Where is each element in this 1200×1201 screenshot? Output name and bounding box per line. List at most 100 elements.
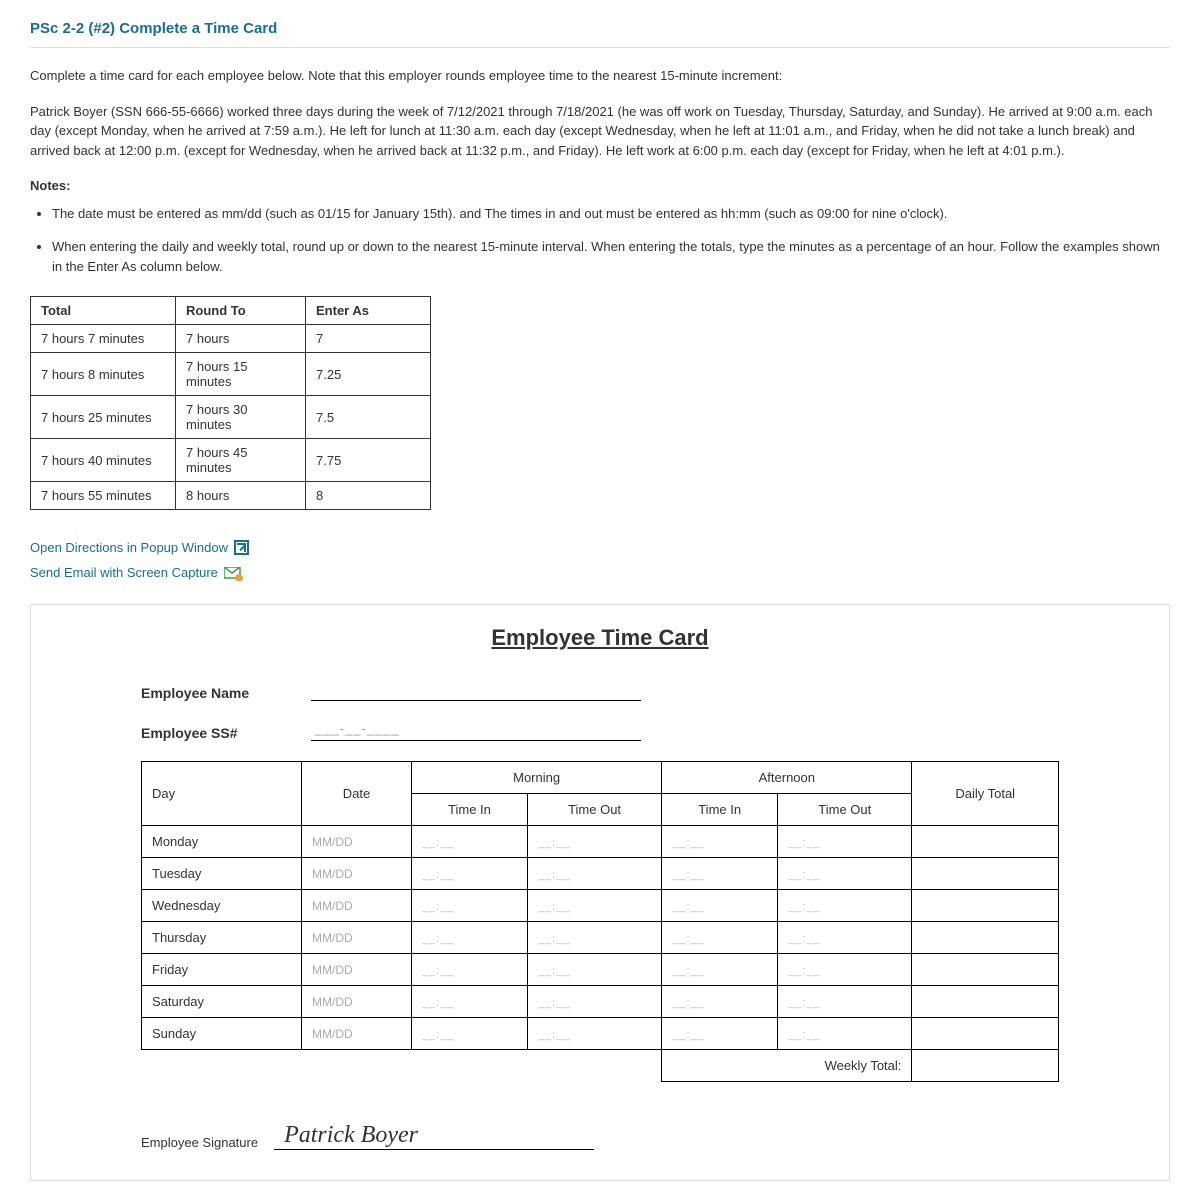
time-input[interactable]: __:__ xyxy=(662,986,778,1018)
time-input[interactable]: __:__ xyxy=(527,954,661,986)
signature-label: Employee Signature xyxy=(141,1135,258,1150)
instructions-block: Complete a time card for each employee b… xyxy=(30,66,1170,276)
time-input[interactable]: __:__ xyxy=(662,1018,778,1050)
employee-ss-input[interactable]: ___-__-____ xyxy=(311,721,641,741)
instructions-body: Patrick Boyer (SSN 666-55-6666) worked t… xyxy=(30,102,1170,161)
time-input[interactable]: __:__ xyxy=(778,826,912,858)
employee-name-input[interactable] xyxy=(311,681,641,701)
time-input[interactable]: __:__ xyxy=(662,922,778,954)
timecard-row: SaturdayMM/DD__:____:____:____:__ xyxy=(142,986,1059,1018)
th-afternoon-out: Time Out xyxy=(778,794,912,826)
round-cell: 7.75 xyxy=(306,439,431,482)
instructions-intro: Complete a time card for each employee b… xyxy=(30,66,1170,86)
daily-total-input[interactable] xyxy=(912,826,1059,858)
time-input[interactable]: __:__ xyxy=(412,858,528,890)
timecard-table: Day Date Morning Afternoon Daily Total T… xyxy=(141,761,1059,1082)
date-input[interactable]: MM/DD xyxy=(302,890,412,922)
daily-total-input[interactable] xyxy=(912,922,1059,954)
timecard-container: Employee Time Card Employee Name Employe… xyxy=(30,604,1170,1181)
time-input[interactable]: __:__ xyxy=(527,858,661,890)
round-th-roundto: Round To xyxy=(176,297,306,325)
date-input[interactable]: MM/DD xyxy=(302,826,412,858)
daily-total-input[interactable] xyxy=(912,986,1059,1018)
employee-name-label: Employee Name xyxy=(141,685,311,701)
th-morning-in: Time In xyxy=(412,794,528,826)
round-cell: 7 xyxy=(306,325,431,353)
date-input[interactable]: MM/DD xyxy=(302,1018,412,1050)
signature-row: Employee Signature Patrick Boyer xyxy=(141,1122,1059,1150)
employee-name-row: Employee Name xyxy=(141,681,1059,701)
notes-label: Notes: xyxy=(30,176,1170,196)
send-email-label: Send Email with Screen Capture xyxy=(30,565,218,580)
round-cell: 7.5 xyxy=(306,396,431,439)
time-input[interactable]: __:__ xyxy=(662,858,778,890)
time-input[interactable]: __:__ xyxy=(778,890,912,922)
day-cell: Tuesday xyxy=(142,858,302,890)
time-input[interactable]: __:__ xyxy=(778,858,912,890)
open-popup-label: Open Directions in Popup Window xyxy=(30,540,228,555)
action-links: Open Directions in Popup Window Send Ema… xyxy=(30,540,1170,590)
time-input[interactable]: __:__ xyxy=(778,954,912,986)
round-cell: 7 hours 8 minutes xyxy=(31,353,176,396)
date-input[interactable]: MM/DD xyxy=(302,922,412,954)
send-email-link[interactable]: Send Email with Screen Capture xyxy=(30,565,242,580)
round-th-enteras: Enter As xyxy=(306,297,431,325)
th-day: Day xyxy=(142,762,302,826)
timecard-row: ThursdayMM/DD__:____:____:____:__ xyxy=(142,922,1059,954)
note-item: The date must be entered as mm/dd (such … xyxy=(52,204,1170,224)
daily-total-input[interactable] xyxy=(912,858,1059,890)
time-input[interactable]: __:__ xyxy=(778,986,912,1018)
daily-total-input[interactable] xyxy=(912,1018,1059,1050)
time-input[interactable]: __:__ xyxy=(412,826,528,858)
time-input[interactable]: __:__ xyxy=(527,922,661,954)
daily-total-input[interactable] xyxy=(912,890,1059,922)
round-cell: 7 hours 30 minutes xyxy=(176,396,306,439)
timecard-row: FridayMM/DD__:____:____:____:__ xyxy=(142,954,1059,986)
time-input[interactable]: __:__ xyxy=(778,922,912,954)
th-afternoon-in: Time In xyxy=(662,794,778,826)
date-input[interactable]: MM/DD xyxy=(302,954,412,986)
round-cell: 7.25 xyxy=(306,353,431,396)
time-input[interactable]: __:__ xyxy=(527,826,661,858)
round-cell: 7 hours 45 minutes xyxy=(176,439,306,482)
open-popup-link[interactable]: Open Directions in Popup Window xyxy=(30,540,249,555)
daily-total-input[interactable] xyxy=(912,954,1059,986)
round-row: 7 hours 8 minutes7 hours 15 minutes7.25 xyxy=(31,353,431,396)
time-input[interactable]: __:__ xyxy=(527,986,661,1018)
round-cell: 7 hours 7 minutes xyxy=(31,325,176,353)
employee-ss-label: Employee SS# xyxy=(141,725,311,741)
date-input[interactable]: MM/DD xyxy=(302,858,412,890)
day-cell: Saturday xyxy=(142,986,302,1018)
time-input[interactable]: __:__ xyxy=(412,922,528,954)
time-input[interactable]: __:__ xyxy=(662,890,778,922)
round-row: 7 hours 55 minutes8 hours8 xyxy=(31,482,431,510)
date-input[interactable]: MM/DD xyxy=(302,986,412,1018)
day-cell: Wednesday xyxy=(142,890,302,922)
th-afternoon: Afternoon xyxy=(662,762,912,794)
weekly-total-label: Weekly Total: xyxy=(662,1050,912,1082)
timecard-title: Employee Time Card xyxy=(141,625,1059,651)
timecard-row: WednesdayMM/DD__:____:____:____:__ xyxy=(142,890,1059,922)
email-icon xyxy=(224,567,242,579)
time-input[interactable]: __:__ xyxy=(778,1018,912,1050)
time-input[interactable]: __:__ xyxy=(527,890,661,922)
time-input[interactable]: __:__ xyxy=(662,954,778,986)
rounding-table: Total Round To Enter As 7 hours 7 minute… xyxy=(30,296,431,510)
round-cell: 7 hours xyxy=(176,325,306,353)
time-input[interactable]: __:__ xyxy=(412,890,528,922)
weekly-total-input[interactable] xyxy=(912,1050,1059,1082)
th-date: Date xyxy=(302,762,412,826)
round-row: 7 hours 40 minutes7 hours 45 minutes7.75 xyxy=(31,439,431,482)
round-row: 7 hours 25 minutes7 hours 30 minutes7.5 xyxy=(31,396,431,439)
round-cell: 7 hours 25 minutes xyxy=(31,396,176,439)
round-cell: 8 hours xyxy=(176,482,306,510)
time-input[interactable]: __:__ xyxy=(412,954,528,986)
th-dailytotal: Daily Total xyxy=(912,762,1059,826)
round-row: 7 hours 7 minutes7 hours7 xyxy=(31,325,431,353)
time-input[interactable]: __:__ xyxy=(412,1018,528,1050)
time-input[interactable]: __:__ xyxy=(662,826,778,858)
time-input[interactable]: __:__ xyxy=(527,1018,661,1050)
timecard-row: MondayMM/DD__:____:____:____:__ xyxy=(142,826,1059,858)
day-cell: Monday xyxy=(142,826,302,858)
time-input[interactable]: __:__ xyxy=(412,986,528,1018)
